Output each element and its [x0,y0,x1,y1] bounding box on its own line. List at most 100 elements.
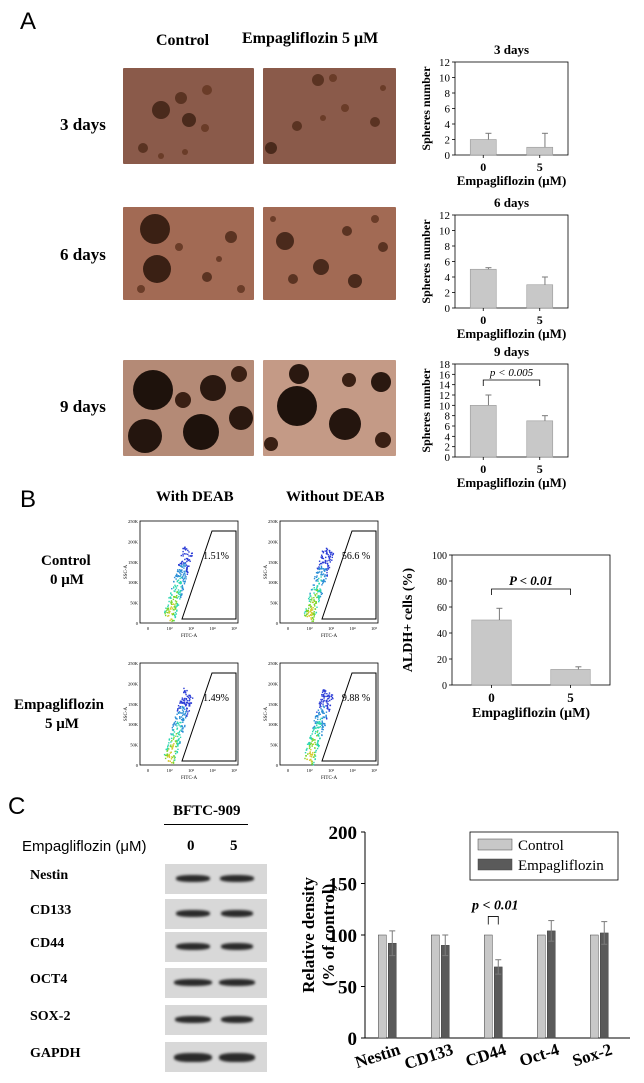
flow-x-tick: 0 [287,768,290,773]
flow-y-tick: 150K [268,702,279,707]
flow-x-tick: 10³ [328,768,335,773]
flow-y-tick: 150K [128,702,139,707]
y-tick-label: 60 [437,603,447,614]
bar-control [378,934,387,1039]
blot-band [220,875,254,882]
flow-x-tick: 10⁴ [349,626,356,631]
flow-y-tick: 50K [130,601,139,606]
y-tick-label: 6 [445,257,451,269]
row-label-6days: 6 days [60,245,106,264]
plot-frame [451,554,611,686]
row-label-empagliflozin-dose: 5 μM [45,716,79,732]
flow-y-tick: 100K [128,722,139,727]
flow-events [303,547,335,622]
flow-events [163,687,194,764]
x-tick-label: 0 [488,690,495,705]
legend-swatch [477,858,513,871]
flow-y-tick: 250K [268,661,279,666]
significance-label: p < 0.01 [471,898,518,913]
dose-0-label: 0 [187,838,195,854]
y-tick-label: 12 [439,57,450,69]
x-tick-label: 5 [567,690,574,705]
y-tick-label: 16 [439,369,451,381]
blot-strip-cd44 [165,932,267,962]
flow-x-label: FITC-A [181,776,198,781]
col-header-without-deab: Without DEAB [286,489,385,505]
flow-y-tick: 0 [136,621,139,626]
flow-x-tick: 10⁴ [209,626,216,631]
flow-x-tick: 0 [147,626,150,631]
blot-label-oct4: OCT4 [30,972,68,987]
row-label-control: Control [41,553,91,569]
y-tick-label: 2 [445,288,451,300]
flow-y-tick: 200K [268,681,279,686]
blot-band [221,943,253,950]
bar-control [484,934,493,1039]
y-tick-label: 8 [445,88,451,100]
x-tick-label: 0 [480,160,486,174]
blot-label-nestin: Nestin [30,868,69,883]
bar [526,420,554,458]
flow-y-tick: 200K [128,681,139,686]
flow-percentage: 56.6 % [342,551,370,562]
bar-control [590,934,599,1039]
flow-x-tick: 10² [167,626,174,631]
significance-bracket [482,379,541,386]
blot-label-sox-2: SOX-2 [30,1009,71,1024]
flow-y-tick: 50K [270,601,279,606]
flow-plot-empagliflozin-without-deab: 250K 200K 150K 100K 50K 0 0 10² 10³ 10⁴ 10⁵ SSC-A FI… [264,661,379,781]
y-tick-label: 80 [437,577,447,588]
x-axis-label: Empagliflozin (μM) [472,706,590,721]
flow-x-label: FITC-A [321,634,338,639]
flow-y-tick: 0 [136,763,139,768]
panel-c-label: C [8,793,26,820]
flow-x-label: FITC-A [181,634,198,639]
flow-y-tick: 150K [128,560,139,565]
y-axis-label: Spheres number [419,66,433,151]
x-tick-label: 0 [480,462,486,476]
flow-x-label: FITC-A [321,776,338,781]
flow-x-tick: 10⁵ [371,768,378,773]
flow-y-tick: 100K [128,580,139,585]
flow-percentage: 1.51% [203,551,229,562]
flow-x-tick: 10³ [328,626,335,631]
chart-title: 3 days [494,42,529,57]
blot-band [176,910,210,917]
flow-frame [139,662,239,766]
flow-y-tick: 250K [268,519,279,524]
x-tick-label: 5 [537,313,543,327]
flow-plot-control-with-deab: 250K 200K 150K 100K 50K 0 0 10² 10³ 10⁴ 10⁵ SSC-A FI… [124,519,239,639]
y-tick-label: 6 [445,104,451,116]
blot-strip-sox-2 [165,1005,267,1035]
blot-band [219,979,255,986]
y-tick-label: 100 [329,926,358,947]
x-tick-label: CD44 [463,1040,509,1071]
y-tick-label: 12 [439,210,450,222]
flow-y-tick: 250K [128,519,139,524]
y-axis-label: Relative density(% of control) [299,877,338,993]
y-tick-label: 200 [329,823,358,844]
flow-y-label: SSC-A [264,565,269,580]
panel-b-label: B [20,486,37,513]
y-tick-label: 0 [445,303,451,315]
flow-x-tick: 0 [147,768,150,773]
blot-strip-gapdh [165,1042,267,1072]
bar-empagliflozin [494,966,503,1039]
flow-y-tick: 100K [268,580,279,585]
y-tick-label: 0 [348,1029,358,1050]
y-tick-label: 100 [432,551,447,562]
micrograph-control-6days [123,207,254,300]
flow-frame [139,520,239,624]
flow-y-tick: 0 [276,763,279,768]
y-axis-label: Spheres number [419,368,433,453]
blot-band [219,1053,255,1062]
dose-5-label: 5 [230,838,238,854]
flow-y-label: SSC-A [264,707,269,722]
flow-x-tick: 0 [287,626,290,631]
y-axis-label: ALDH+ cells (%) [401,567,416,672]
significance-bracket [491,588,571,595]
row-label-3days: 3 days [60,115,106,134]
y-tick-label: 150 [329,875,358,896]
